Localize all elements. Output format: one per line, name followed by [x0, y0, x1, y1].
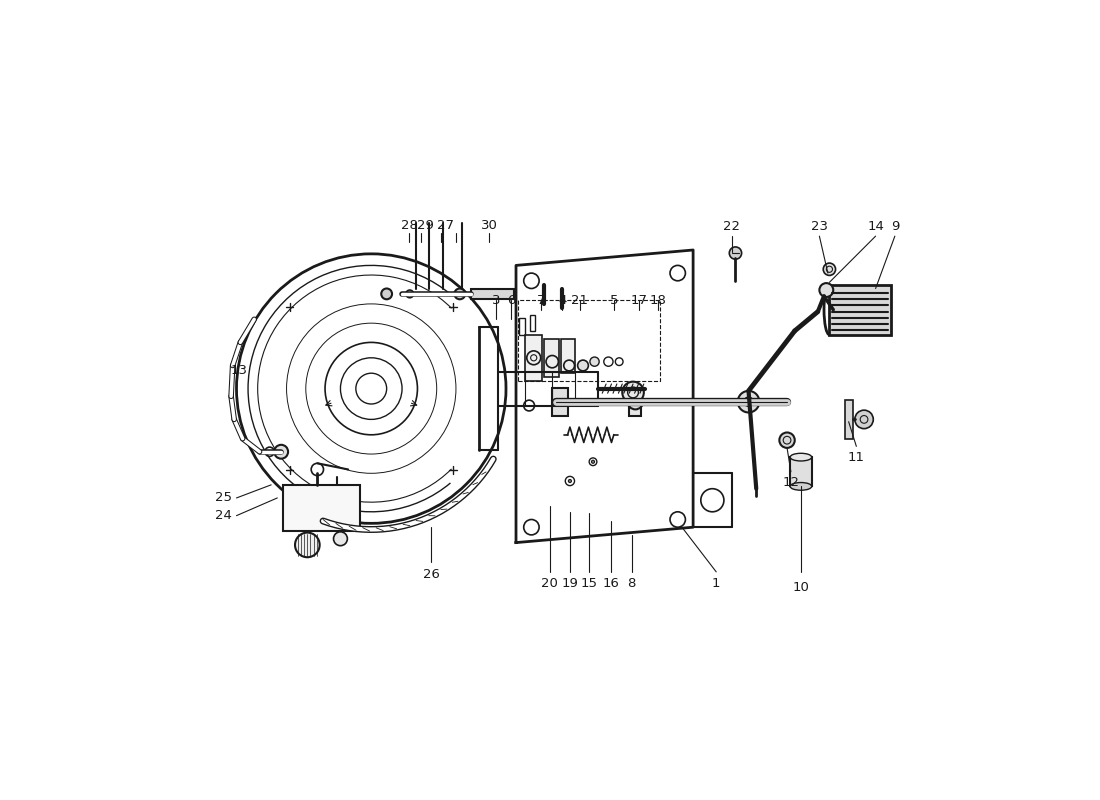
Bar	[472, 290, 514, 298]
Bar	[829, 285, 891, 334]
Text: 22: 22	[723, 220, 740, 234]
Text: 12: 12	[782, 476, 800, 489]
Bar	[543, 338, 559, 377]
Text: 5: 5	[609, 294, 618, 306]
Bar	[561, 338, 574, 373]
Text: 8: 8	[627, 577, 636, 590]
Circle shape	[823, 263, 836, 275]
Circle shape	[590, 357, 600, 366]
Text: 7: 7	[537, 294, 544, 306]
Circle shape	[855, 410, 873, 429]
Text: 14: 14	[867, 220, 884, 234]
Text: 13: 13	[230, 364, 248, 378]
Circle shape	[333, 532, 348, 546]
Circle shape	[578, 360, 588, 371]
Bar	[517, 300, 660, 381]
Text: 17: 17	[630, 294, 648, 306]
Text: 27: 27	[437, 219, 453, 232]
Text: 1: 1	[712, 577, 720, 590]
Circle shape	[454, 289, 465, 299]
Text: 11: 11	[848, 451, 865, 464]
Circle shape	[820, 283, 834, 297]
Text: 4: 4	[558, 294, 566, 306]
Circle shape	[623, 382, 643, 403]
Bar	[283, 485, 360, 531]
Text: 19: 19	[561, 577, 579, 590]
Circle shape	[569, 479, 572, 482]
Text: 15: 15	[581, 577, 597, 590]
Bar	[519, 318, 526, 334]
Bar	[530, 315, 536, 331]
Text: 3: 3	[492, 294, 500, 306]
Bar	[526, 334, 542, 381]
Text: 24: 24	[214, 509, 232, 522]
Circle shape	[295, 533, 320, 558]
Text: 16: 16	[603, 577, 619, 590]
Text: 25: 25	[214, 491, 232, 505]
Circle shape	[738, 391, 759, 413]
Text: 21: 21	[571, 294, 588, 306]
Ellipse shape	[790, 454, 812, 461]
Text: 18: 18	[650, 294, 667, 306]
Text: 30: 30	[481, 219, 497, 232]
Text: 29: 29	[418, 219, 434, 232]
Bar	[790, 457, 812, 486]
Text: 9: 9	[891, 220, 899, 234]
Circle shape	[729, 247, 741, 259]
Bar	[629, 388, 640, 415]
Circle shape	[628, 394, 643, 410]
Text: 10: 10	[792, 581, 810, 594]
Circle shape	[274, 445, 288, 458]
Bar	[552, 388, 568, 415]
Bar	[845, 400, 853, 438]
Text: 20: 20	[541, 577, 559, 590]
Circle shape	[592, 460, 594, 463]
Circle shape	[382, 289, 392, 299]
Text: 23: 23	[811, 220, 828, 234]
Text: 26: 26	[422, 569, 440, 582]
Text: 6: 6	[507, 294, 516, 306]
Circle shape	[779, 433, 795, 448]
Ellipse shape	[790, 482, 812, 490]
Text: 28: 28	[400, 219, 417, 232]
